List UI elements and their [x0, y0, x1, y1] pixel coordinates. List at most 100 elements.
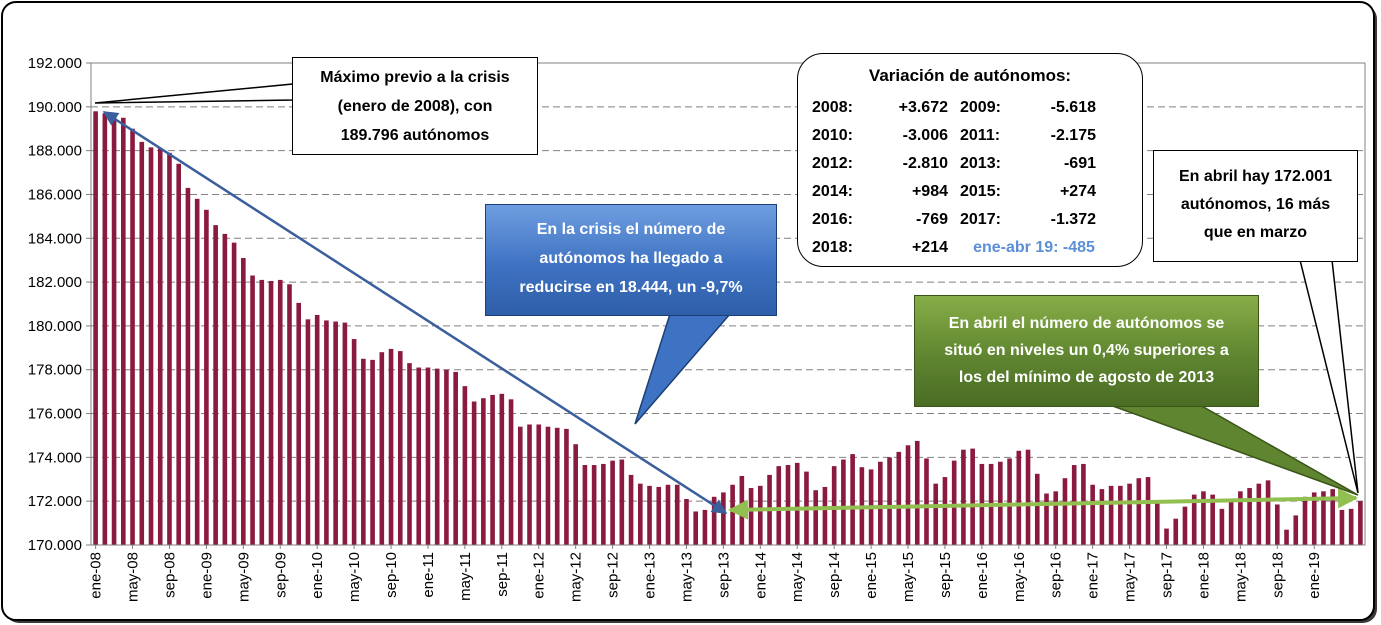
- bar: [93, 111, 98, 546]
- bar: [434, 368, 440, 545]
- bar: [1053, 491, 1059, 545]
- bar: [721, 492, 726, 545]
- bar: [407, 363, 412, 545]
- variation-title: Variación de autónomos:: [868, 66, 1072, 85]
- bar: [1173, 518, 1179, 545]
- bar: [333, 321, 338, 545]
- bar: [370, 359, 375, 545]
- bar: [647, 485, 652, 545]
- x-tick-label: sep-11: [494, 552, 511, 597]
- bar: [850, 454, 855, 545]
- x-tick-label: may-13: [678, 552, 695, 602]
- bar: [905, 445, 911, 545]
- x-tick-label: sep-09: [272, 552, 289, 598]
- april-callout-line-1: En abril hay 172.001: [1179, 168, 1332, 185]
- x-tick-label: may-11: [457, 552, 474, 601]
- bar: [1358, 501, 1363, 545]
- bar: [1062, 478, 1068, 545]
- bar: [287, 284, 292, 545]
- bar: [1025, 449, 1031, 545]
- variation-year: 2011:: [960, 127, 1001, 144]
- max-callout: Máximo previo a la crisis (enero de 2008…: [292, 57, 538, 155]
- crisis-callout-line-3: reducirse en 18.444, un -9,7%: [519, 279, 743, 296]
- variation-value: -5.618: [1050, 99, 1096, 116]
- bar: [1219, 508, 1225, 545]
- x-tick-label: ene-16: [974, 552, 991, 599]
- x-tick-label: ene-11: [420, 552, 437, 598]
- bar: [471, 401, 477, 545]
- variation-year: 2014:: [812, 183, 853, 200]
- x-tick-label: may-14: [789, 552, 806, 602]
- variation-value: +984: [911, 183, 948, 200]
- variation-year: 2017:: [960, 211, 1001, 228]
- bar: [361, 358, 366, 545]
- bar: [1154, 503, 1160, 545]
- bar: [896, 451, 902, 545]
- april-callout-line-2: autónomos, 16 más: [1180, 196, 1331, 213]
- x-tick-label: ene-12: [531, 552, 548, 599]
- bar: [342, 322, 348, 545]
- x-tick-label: sep-18: [1269, 552, 1286, 598]
- bar: [951, 460, 957, 545]
- y-tick-label: 186.000: [28, 186, 82, 203]
- bar: [1127, 483, 1132, 545]
- x-tick-label: may-18: [1232, 552, 1249, 602]
- x-tick-label: sep-16: [1048, 552, 1065, 598]
- bar: [167, 152, 172, 545]
- bar: [1099, 489, 1105, 545]
- x-tick-label: ene-10: [309, 552, 326, 599]
- x-tick-label: ene-19: [1306, 552, 1323, 599]
- max-callout-line-3: 189.796 autónomos: [340, 127, 490, 144]
- recovery-callout-line-3: los del mínimo de agosto de 2013: [958, 369, 1215, 386]
- bar: [610, 460, 615, 545]
- bar: [841, 459, 846, 545]
- x-tick-label: sep-17: [1159, 552, 1176, 598]
- x-tick-label: may-10: [346, 552, 363, 602]
- variation-value: -3.006: [902, 127, 948, 144]
- y-tick-label: 176.000: [28, 406, 82, 423]
- variation-value: +214: [911, 239, 948, 256]
- bar: [878, 461, 883, 545]
- recovery-callout: En abril el número de autónomos se situó…: [914, 295, 1259, 407]
- bar: [684, 498, 689, 545]
- variation-value: +3.672: [898, 99, 948, 116]
- bar: [250, 275, 255, 545]
- bar: [268, 280, 274, 545]
- bar: [296, 302, 302, 545]
- variation-value: -691: [1063, 155, 1096, 172]
- x-tick-label: may-12: [568, 552, 585, 602]
- bar: [1016, 450, 1022, 545]
- y-tick-label: 192.000: [28, 55, 82, 72]
- bar: [1293, 515, 1299, 545]
- max-callout-line-2: (enero de 2008), con: [337, 98, 493, 115]
- bar: [665, 484, 671, 545]
- y-tick-label: 190.000: [28, 99, 82, 116]
- variation-row: 2010: -3.006 2011: -2.175: [812, 122, 1108, 150]
- variation-row: 2012: -2.810 2013: -691: [812, 150, 1108, 178]
- bar: [102, 113, 108, 546]
- bar: [379, 352, 385, 545]
- x-tick-label: ene-18: [1195, 552, 1212, 599]
- bar: [130, 128, 135, 545]
- variation-year: 2012:: [812, 155, 853, 172]
- bar: [185, 187, 191, 545]
- bar: [1034, 473, 1040, 545]
- y-tick-label: 172.000: [28, 493, 82, 510]
- bar: [444, 369, 449, 545]
- bar: [277, 279, 283, 545]
- bar: [1247, 488, 1252, 545]
- y-tick-label: 184.000: [28, 230, 82, 247]
- april-callout: En abril hay 172.001 autónomos, 16 más q…: [1153, 150, 1358, 262]
- bar: [536, 424, 542, 545]
- bar: [388, 348, 394, 545]
- bar: [517, 426, 523, 545]
- april-callout-line-3: que en marzo: [1203, 224, 1308, 241]
- bar: [748, 488, 754, 545]
- bar: [693, 511, 698, 545]
- bar: [314, 314, 320, 545]
- bar: [1182, 506, 1188, 545]
- bar: [1265, 480, 1271, 545]
- bar: [776, 466, 782, 545]
- bar: [887, 457, 892, 545]
- bar: [139, 141, 145, 545]
